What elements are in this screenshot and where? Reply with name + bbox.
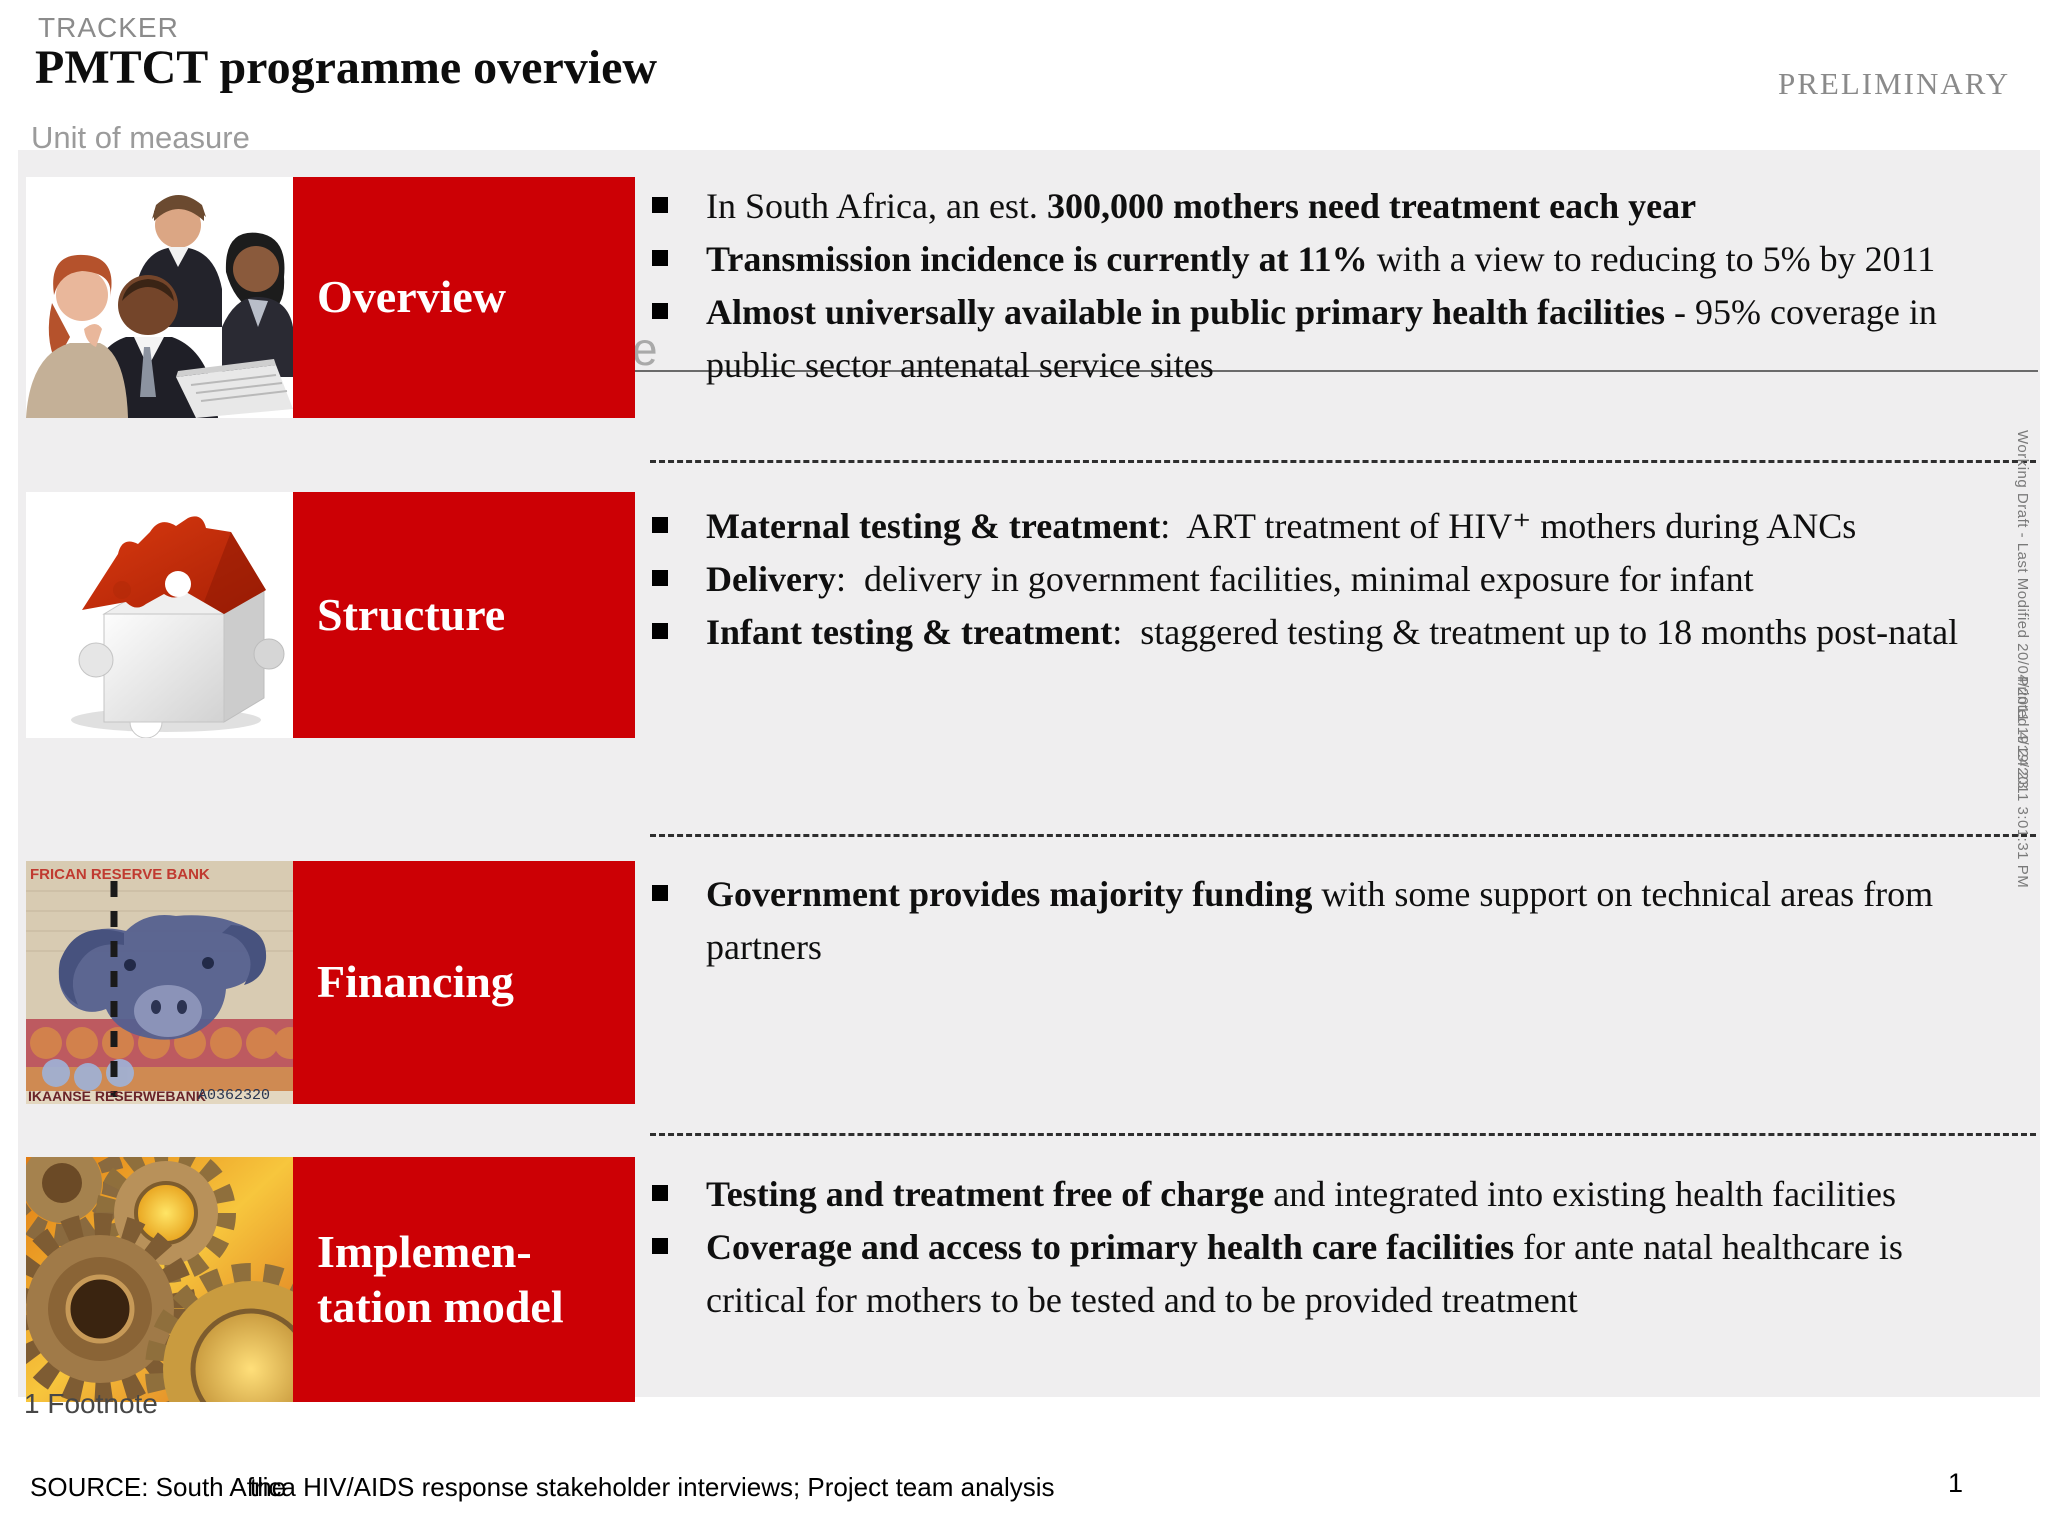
bullet-text: Infant testing & treatment: staggered te… — [706, 612, 1959, 652]
banknote-photo-image: FRICAN RESERVE BANK IKAANSE RESERWEBANK … — [26, 861, 293, 1104]
financing-bullet-list: Government provides majority funding wit… — [652, 868, 2008, 974]
section-label-text: Financing — [317, 956, 514, 1008]
bullet-text: Testing and treatment free of charge and… — [706, 1174, 1897, 1214]
bullet-item: Delivery: delivery in government facilit… — [652, 553, 2008, 606]
structure-photo — [26, 492, 293, 738]
source-overlap-artifact: the — [250, 1472, 287, 1502]
dashed-separator-3 — [650, 1133, 2036, 1136]
page-title: PMTCT programme overview — [35, 41, 658, 94]
bullet-square-icon — [652, 623, 668, 639]
printed-side-text: Printed 4/19/2011 3:01:31 PM — [2014, 676, 2031, 889]
bullet-square-icon — [652, 570, 668, 586]
business-team-photo-image — [26, 177, 293, 418]
puzzle-pieces-photo-image — [26, 492, 293, 738]
section-label-structure: Structure — [293, 492, 635, 738]
bullet-text: Coverage and access to primary health ca… — [706, 1227, 1912, 1320]
section-label-text: Overview — [317, 271, 507, 323]
slide-eyebrow-tracker: TRACKER — [38, 12, 179, 43]
section-label-text: Structure — [317, 588, 506, 640]
section-label-financing: Financing — [293, 861, 635, 1104]
dashed-separator-2 — [650, 834, 2036, 837]
bullet-text: Maternal testing & treatment: ART treatm… — [706, 506, 1857, 546]
bullet-text: Almost universally available in public p… — [706, 292, 1946, 385]
bullet-text: Government provides majority funding wit… — [706, 874, 1943, 967]
bullet-square-icon — [652, 1238, 668, 1254]
bullet-item: Coverage and access to primary health ca… — [652, 1221, 2008, 1327]
section-label-implementation-model: Implemen- tation model — [293, 1157, 635, 1402]
section-label-text: Implemen- tation model — [317, 1226, 564, 1332]
implementation-bullet-list: Testing and treatment free of charge and… — [652, 1168, 2008, 1327]
bullet-item: Maternal testing & treatment: ART treatm… — [652, 500, 2008, 553]
banknote-serial-text: A0362320 — [198, 1087, 270, 1104]
working-draft-side-text: Working Draft - Last Modified 20/04/2011… — [2014, 430, 2031, 790]
horizontal-rule-artifact — [635, 370, 2038, 372]
bullet-item: Transmission incidence is currently at 1… — [652, 233, 2008, 286]
bullet-square-icon — [652, 1185, 668, 1201]
financing-photo: FRICAN RESERVE BANK IKAANSE RESERWEBANK … — [26, 861, 293, 1104]
bullet-item: Almost universally available in public p… — [652, 286, 2008, 392]
stray-letter-artifact: e — [632, 323, 658, 375]
section-label-overview: Overview — [293, 177, 635, 418]
unit-of-measure-label: Unit of measure — [31, 120, 250, 155]
page-number: 1 — [1948, 1468, 1964, 1498]
bullet-square-icon — [652, 517, 668, 533]
structure-bullet-list: Maternal testing & treatment: ART treatm… — [652, 500, 2008, 659]
bullet-item: In South Africa, an est. 300,000 mothers… — [652, 180, 2008, 233]
preliminary-stamp: PRELIMINARY — [1778, 66, 2011, 101]
banknote-bottom-text: IKAANSE RESERWEBANK — [28, 1088, 206, 1104]
bullet-square-icon — [652, 197, 668, 213]
overview-photo — [26, 177, 293, 418]
bullet-text: Transmission incidence is currently at 1… — [706, 239, 1936, 279]
footnote-label: 1 Footnote — [24, 1388, 158, 1419]
implementation-photo — [26, 1157, 293, 1402]
gears-photo-image — [26, 1157, 293, 1402]
source-line: SOURCE: South Africa HIV/AIDS response s… — [30, 1472, 1055, 1502]
bullet-item: Infant testing & treatment: staggered te… — [652, 606, 2008, 659]
bullet-item: Testing and treatment free of charge and… — [652, 1168, 2008, 1221]
bullet-item: Government provides majority funding wit… — [652, 868, 2008, 974]
bullet-square-icon — [652, 885, 668, 901]
bullet-text: In South Africa, an est. 300,000 mothers… — [706, 186, 1697, 226]
bullet-square-icon — [652, 303, 668, 319]
bullet-square-icon — [652, 250, 668, 266]
bullet-text: Delivery: delivery in government facilit… — [706, 559, 1754, 599]
overview-bullet-list: In South Africa, an est. 300,000 mothers… — [652, 180, 2008, 392]
banknote-top-text: FRICAN RESERVE BANK — [30, 866, 210, 883]
dashed-separator-1 — [650, 460, 2036, 463]
